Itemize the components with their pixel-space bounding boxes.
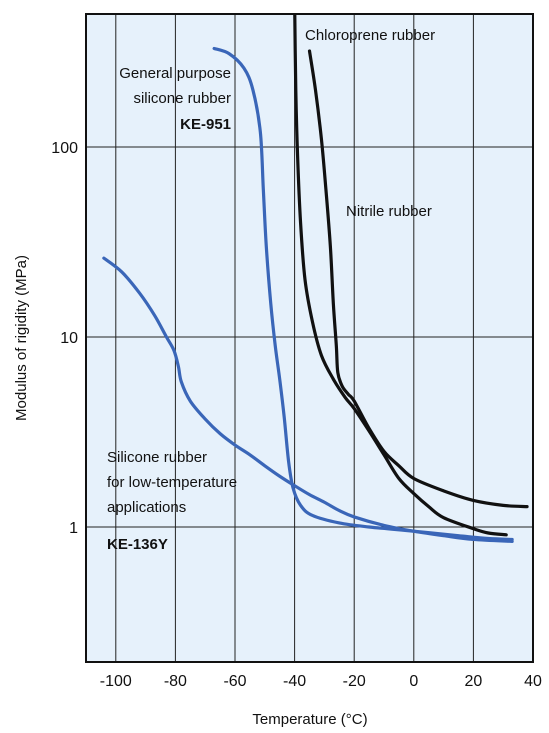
x-tick-label: -100 (100, 673, 132, 690)
annotation-ke951-line1: General purpose (119, 65, 231, 82)
x-tick-label: -60 (223, 673, 246, 690)
x-tick-label: 0 (409, 673, 418, 690)
y-tick-label: 100 (51, 140, 78, 157)
annotation-ke951-model: KE-951 (180, 116, 231, 133)
x-tick-label: -80 (164, 673, 187, 690)
x-axis-title: Temperature (°C) (252, 711, 367, 728)
y-tick-label: 10 (60, 330, 78, 347)
series-line-ke-136y (102, 256, 514, 543)
series-layer (102, 14, 529, 543)
series-line-chloroprene-rubber (307, 49, 529, 509)
x-tick-label: -20 (343, 673, 366, 690)
series-line-nitrile-rubber (293, 14, 508, 537)
x-tick-label: -40 (283, 673, 306, 690)
plot-frame (85, 13, 534, 663)
annotation-ke136y-line1: Silicone rubber (107, 449, 207, 466)
annotation-ke136y-line2: for low-temperature (107, 474, 237, 491)
tick-labels: -100 -80 -60 -40 -20 0 20 40 1 10 100 (51, 140, 542, 690)
x-tick-label: 20 (465, 673, 483, 690)
x-tick-label: 40 (524, 673, 542, 690)
y-tick-label: 1 (69, 520, 78, 537)
annotation-chloroprene: Chloroprene rubber (305, 27, 435, 44)
annotation-ke951-line2: silicone rubber (133, 90, 231, 107)
grid-lines (86, 14, 533, 662)
y-axis-title: Modulus of rigidity (MPa) (13, 255, 30, 421)
annotation-ke136y-line3: applications (107, 499, 186, 516)
plot-background (86, 14, 533, 662)
annotation-ke136y-model: KE-136Y (107, 536, 168, 553)
annotation-nitrile: Nitrile rubber (346, 203, 432, 220)
